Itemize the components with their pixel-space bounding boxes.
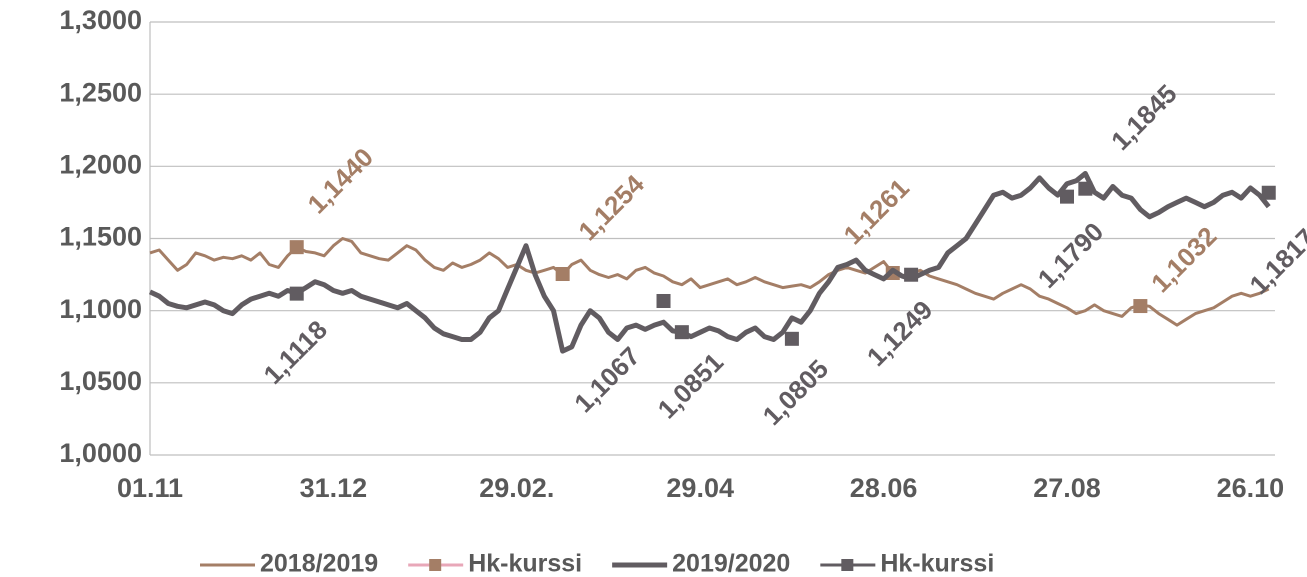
x-tick-label: 29.04 [666, 473, 734, 503]
y-tick-label: 1,2500 [59, 77, 142, 107]
data-label: 1,1790 [1032, 216, 1109, 293]
marker [1078, 181, 1093, 196]
data-label: 1,1817 [1244, 223, 1307, 300]
data-label: 1,1249 [861, 294, 938, 371]
data-label: 1,1845 [1105, 78, 1182, 155]
x-tick-label: 27.08 [1033, 473, 1101, 503]
y-tick-label: 1,0500 [59, 366, 142, 396]
x-tick-label: 01.11 [117, 473, 183, 503]
marker [656, 293, 671, 308]
marker [1133, 299, 1148, 314]
y-tick-label: 1,1000 [59, 294, 142, 324]
data-label: 1,1067 [568, 341, 645, 418]
marker [289, 240, 304, 255]
series-line [148, 171, 1271, 354]
y-tick-label: 1,2000 [59, 149, 142, 179]
series-line [149, 237, 1270, 327]
marker [289, 286, 304, 301]
marker [555, 267, 570, 282]
legend-label: 2019/2020 [672, 550, 790, 577]
data-label: 1,1254 [572, 168, 650, 246]
x-tick-label: 31.12 [300, 473, 368, 503]
x-tick-label: 28.06 [850, 473, 918, 503]
marker [1261, 185, 1276, 200]
marker [784, 331, 799, 346]
legend-marker [429, 559, 442, 571]
marker [674, 325, 689, 340]
marker [1060, 189, 1074, 204]
data-label: 1,1118 [258, 314, 333, 389]
y-tick-label: 1,0000 [59, 438, 142, 468]
data-label: 1,1440 [301, 142, 378, 219]
legend-label: Hk-kurssi [468, 550, 582, 577]
x-tick-label: 26.10 [1217, 473, 1285, 503]
legend-label: Hk-kurssi [880, 550, 994, 577]
marker [904, 267, 919, 282]
x-tick-label: 29.02. [479, 473, 554, 503]
legend-label: 2018/2019 [260, 550, 378, 577]
data-label: 1,1032 [1145, 221, 1222, 298]
y-tick-label: 1,3000 [59, 5, 142, 35]
data-label: 1,0805 [757, 354, 834, 431]
data-label: 1,0851 [652, 347, 729, 424]
y-tick-label: 1,1500 [59, 222, 142, 252]
legend-marker [841, 559, 854, 571]
